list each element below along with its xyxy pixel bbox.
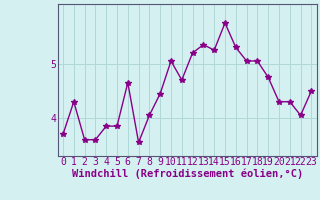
X-axis label: Windchill (Refroidissement éolien,°C): Windchill (Refroidissement éolien,°C) [72, 169, 303, 179]
